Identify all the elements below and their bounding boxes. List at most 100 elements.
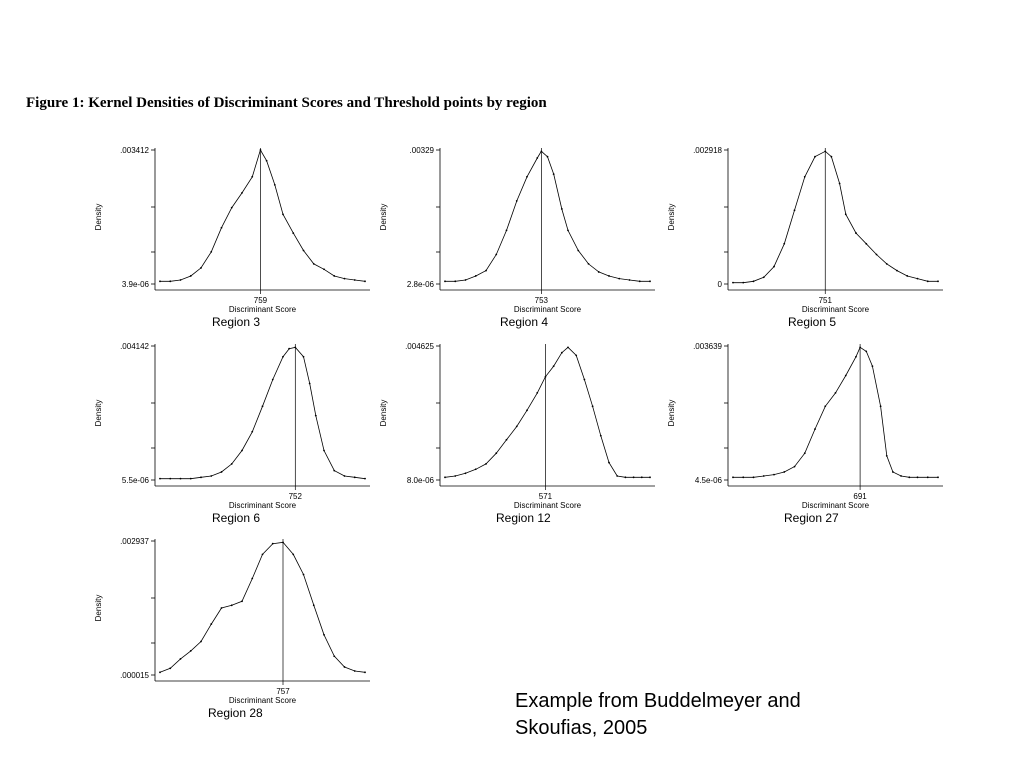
y-min-label: 3.9e-06 (122, 280, 150, 289)
density-point (259, 149, 262, 151)
density-point (159, 671, 161, 674)
density-point (343, 666, 346, 668)
density-point (159, 477, 161, 480)
density-point (220, 226, 223, 229)
density-point (159, 280, 161, 283)
density-point (552, 365, 555, 367)
density-point (179, 658, 182, 660)
density-point (464, 279, 467, 281)
density-point (587, 263, 590, 265)
density-point (896, 269, 898, 272)
density-point (265, 159, 268, 162)
density-point (793, 209, 796, 212)
density-point (536, 157, 539, 159)
density-point (844, 374, 847, 377)
density-point (282, 355, 284, 358)
region-label: Region 3 (212, 315, 261, 329)
density-point (597, 271, 600, 273)
caption-line: Skoufias, 2005 (515, 717, 648, 739)
density-point (464, 472, 467, 475)
density-point (638, 280, 641, 283)
density-point (855, 232, 857, 234)
density-panel-region-4: .00329 2.8e-06 Density 753 Discriminant Scor… (379, 140, 670, 335)
density-point (179, 279, 182, 281)
density-point (220, 471, 223, 473)
density-point (353, 670, 356, 672)
threshold-label: 752 (289, 492, 303, 501)
density-point (567, 346, 569, 349)
density-point (628, 279, 631, 281)
x-axis-title: Discriminant Score (229, 696, 297, 705)
y-min-label: 0 (718, 280, 723, 289)
density-point (474, 275, 477, 277)
density-point (591, 405, 594, 408)
density-point (575, 354, 578, 357)
density-point (323, 633, 325, 636)
density-point (865, 242, 868, 245)
density-point (560, 208, 563, 210)
density-point (803, 452, 806, 455)
x-axis-title: Discriminant Score (229, 305, 297, 314)
density-point (830, 155, 833, 158)
y-max-label: .004625 (405, 342, 434, 351)
density-point (261, 553, 264, 556)
y-min-label: 4.5e-06 (695, 476, 723, 485)
density-point (495, 452, 498, 455)
y-min-label: 5.5e-06 (122, 476, 150, 485)
y-axis-title: Density (667, 204, 676, 231)
density-point (302, 355, 305, 358)
density-point (752, 476, 755, 479)
density-point (333, 469, 336, 472)
density-point (732, 281, 734, 284)
density-point (343, 277, 346, 280)
density-point (552, 173, 555, 176)
density-point (926, 280, 929, 283)
density-point (333, 655, 336, 658)
density-point (200, 640, 202, 643)
density-point (210, 623, 213, 625)
y-axis-title: Density (94, 595, 103, 622)
density-point (261, 405, 264, 408)
density-point (251, 175, 254, 178)
density-point (773, 265, 775, 268)
y-max-label: .003639 (693, 342, 722, 351)
density-point (353, 279, 356, 281)
density-point (577, 249, 580, 252)
region-label: Region 27 (784, 511, 839, 525)
density-point (282, 213, 284, 216)
density-curve (159, 541, 366, 673)
density-point (536, 392, 539, 394)
region-label: Region 5 (788, 315, 837, 329)
density-point (495, 253, 498, 256)
density-point (608, 461, 610, 464)
threshold-label: 759 (254, 296, 268, 305)
density-point (544, 375, 547, 378)
threshold-label: 751 (819, 296, 833, 305)
density-point (200, 476, 202, 479)
density-point (814, 428, 816, 430)
density-point (200, 267, 202, 269)
density-point (871, 365, 874, 367)
threshold-label: 571 (539, 492, 553, 501)
caption-line: Example from Buddelmeyer and (515, 690, 801, 712)
density-point (608, 275, 610, 277)
threshold-label: 753 (535, 296, 549, 305)
density-point (885, 263, 888, 265)
density-point (271, 542, 274, 545)
density-point (762, 475, 765, 477)
density-point (485, 463, 487, 465)
x-axis-title: Discriminant Score (514, 501, 582, 510)
density-point (210, 250, 213, 253)
y-min-label: 8.0e-06 (407, 476, 435, 485)
y-axis-title: Density (94, 204, 103, 231)
density-point (220, 607, 223, 609)
density-panel-region-28: .002937 .000015 Density 757 Discriminant Sco… (94, 531, 385, 726)
x-axis-title: Discriminant Score (802, 501, 870, 510)
density-point (273, 183, 276, 186)
density-point (189, 477, 192, 480)
density-point (937, 280, 939, 283)
density-point (616, 475, 619, 477)
